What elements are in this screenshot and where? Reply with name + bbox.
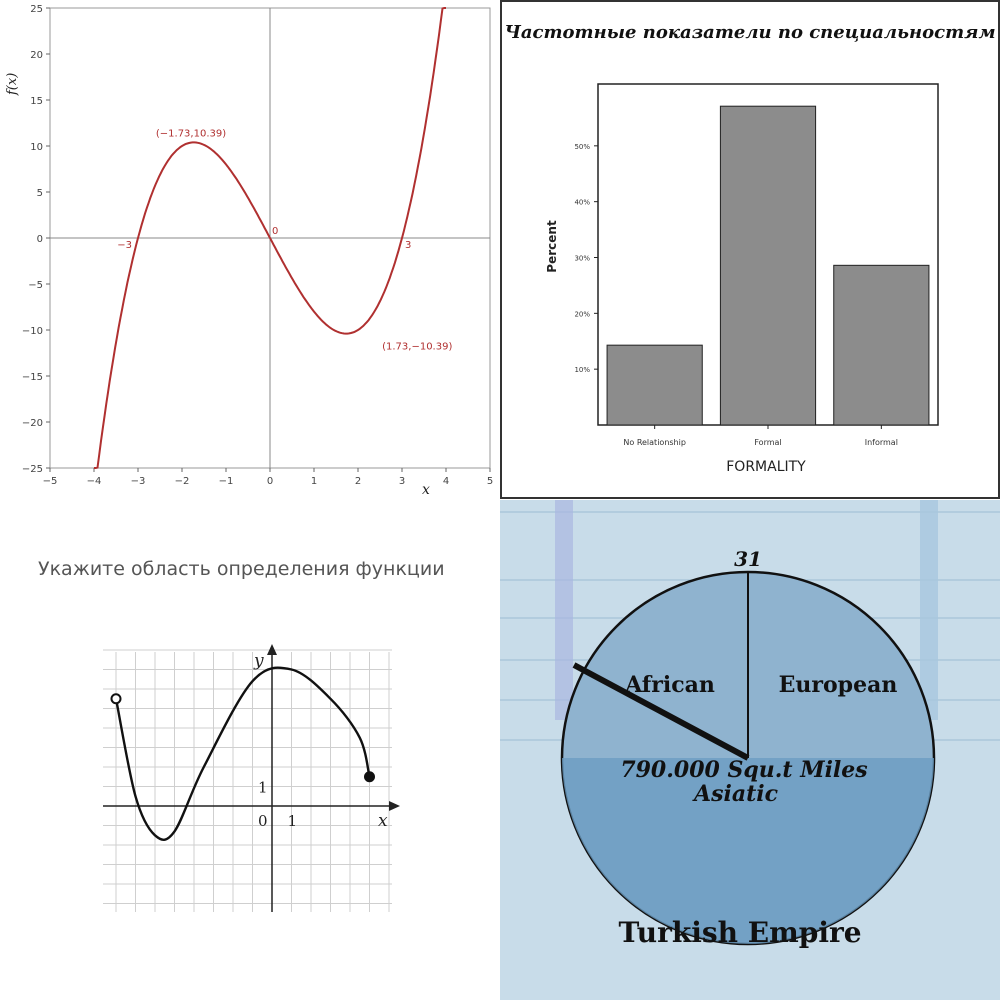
y-tick-label: 40% xyxy=(574,199,590,207)
function-curve xyxy=(114,666,371,841)
cubic-chart-panel: −5 −4 −3 −2 −1 0 1 2 3 4 5 25 20 15 10 5 0 −5 −10 −15 −20 −25… xyxy=(0,0,500,500)
y-tick-label: 5 xyxy=(37,188,43,199)
divider-diagonal xyxy=(572,662,750,761)
y-unit-label: 1 xyxy=(258,779,268,797)
category-label: No Relationship xyxy=(623,438,686,447)
right-column-bar xyxy=(920,500,938,720)
bar xyxy=(833,264,930,426)
x-tick-label: −5 xyxy=(43,476,58,487)
filled-endpoint xyxy=(364,771,375,783)
panel-border xyxy=(500,0,1000,499)
point-annotation: 3 xyxy=(405,240,411,251)
x-tick-label: 0 xyxy=(267,476,273,487)
x-tick-label: 4 xyxy=(443,476,449,487)
category-label: Informal xyxy=(865,438,898,447)
domain-question-title: Укажите область определения функции xyxy=(38,558,445,580)
point-annotation: (1.73,−10.39) xyxy=(382,342,452,353)
x-axis-arrow xyxy=(389,801,400,811)
domain-graph-panel: Укажите область определения функции y x 0 1… xyxy=(0,500,500,1000)
y-tick-label: 50% xyxy=(574,143,590,151)
pie-chart-svg: 31 African European 790.000 Squ.t MilesAsia… xyxy=(500,500,1000,1000)
bar xyxy=(606,344,703,426)
asiatic-label: Asiatic xyxy=(692,781,779,807)
y-axis-arrow xyxy=(267,644,277,655)
european-label: European xyxy=(779,672,898,698)
y-tick-label: −10 xyxy=(22,326,43,337)
open-endpoint xyxy=(110,693,122,705)
y-tick-label: −5 xyxy=(28,280,43,291)
y-tick-label: 0 xyxy=(37,234,43,245)
y-tick-label: 10 xyxy=(30,142,43,153)
x-tick-label: 2 xyxy=(355,476,361,487)
top-number-label: 31 xyxy=(734,547,762,571)
formality-bar-chart-panel: Частотные показатели по специальностям 1… xyxy=(500,0,1000,500)
bar-chart-svg: 10% 20% 30% 40% 50% No Relationship Formal Info… xyxy=(500,0,1000,499)
y-tick-label: −20 xyxy=(22,418,43,429)
y-tick-label: 15 xyxy=(30,96,43,107)
x-tick-label: 5 xyxy=(487,476,493,487)
x-tick-label: −4 xyxy=(87,476,102,487)
y-axis-label: y xyxy=(253,651,264,671)
bar xyxy=(719,105,817,426)
left-column-bar xyxy=(555,500,573,720)
y-tick-label: −25 xyxy=(22,464,43,475)
point-annotation: −3 xyxy=(117,240,132,251)
african-label: African xyxy=(624,672,715,698)
y-tick-label: −15 xyxy=(22,372,43,383)
y-tick-label: 30% xyxy=(574,255,590,263)
point-annotation: (−1.73,10.39) xyxy=(156,128,226,139)
turkish-empire-pie-panel: 31 African European 790.000 Squ.t Miles Asia… xyxy=(500,500,1000,1000)
y-tick-label: 25 xyxy=(30,4,43,15)
x-unit-label: 1 xyxy=(288,812,298,830)
y-tick-label: 20% xyxy=(574,310,590,318)
y-axis-label: Percent xyxy=(545,220,559,273)
y-tick-label: 10% xyxy=(574,366,590,374)
x-tick-label: 1 xyxy=(311,476,317,487)
area-label: 790.000 Squ.t Miles xyxy=(620,757,867,783)
origin-label: 0 xyxy=(258,812,268,830)
domain-graph-svg: y x 0 1 1 xyxy=(103,644,400,912)
x-axis-label: FORMALITY xyxy=(726,459,806,475)
category-label: Formal xyxy=(754,438,781,447)
point-annotation: 0 xyxy=(272,226,278,237)
x-tick-label: −1 xyxy=(219,476,234,487)
turkish-empire-caption: Turkish Empire xyxy=(618,916,861,949)
x-tick-label: 3 xyxy=(399,476,405,487)
cubic-chart-svg: −5 −4 −3 −2 −1 0 1 2 3 4 52520151050−5−10−15−20−25… xyxy=(5,4,493,498)
x-tick-label: −2 xyxy=(175,476,190,487)
cubic-function-line xyxy=(94,7,446,469)
x-tick-label: −3 xyxy=(131,476,146,487)
asiatic-slice xyxy=(562,758,934,944)
x-axis-label: x xyxy=(422,482,430,498)
x-axis-label: x xyxy=(378,811,388,831)
bar-chart-title: Частотные показатели по специальностям xyxy=(504,22,996,43)
y-axis-label: f(x) xyxy=(5,73,20,96)
y-tick-label: 20 xyxy=(30,50,43,61)
